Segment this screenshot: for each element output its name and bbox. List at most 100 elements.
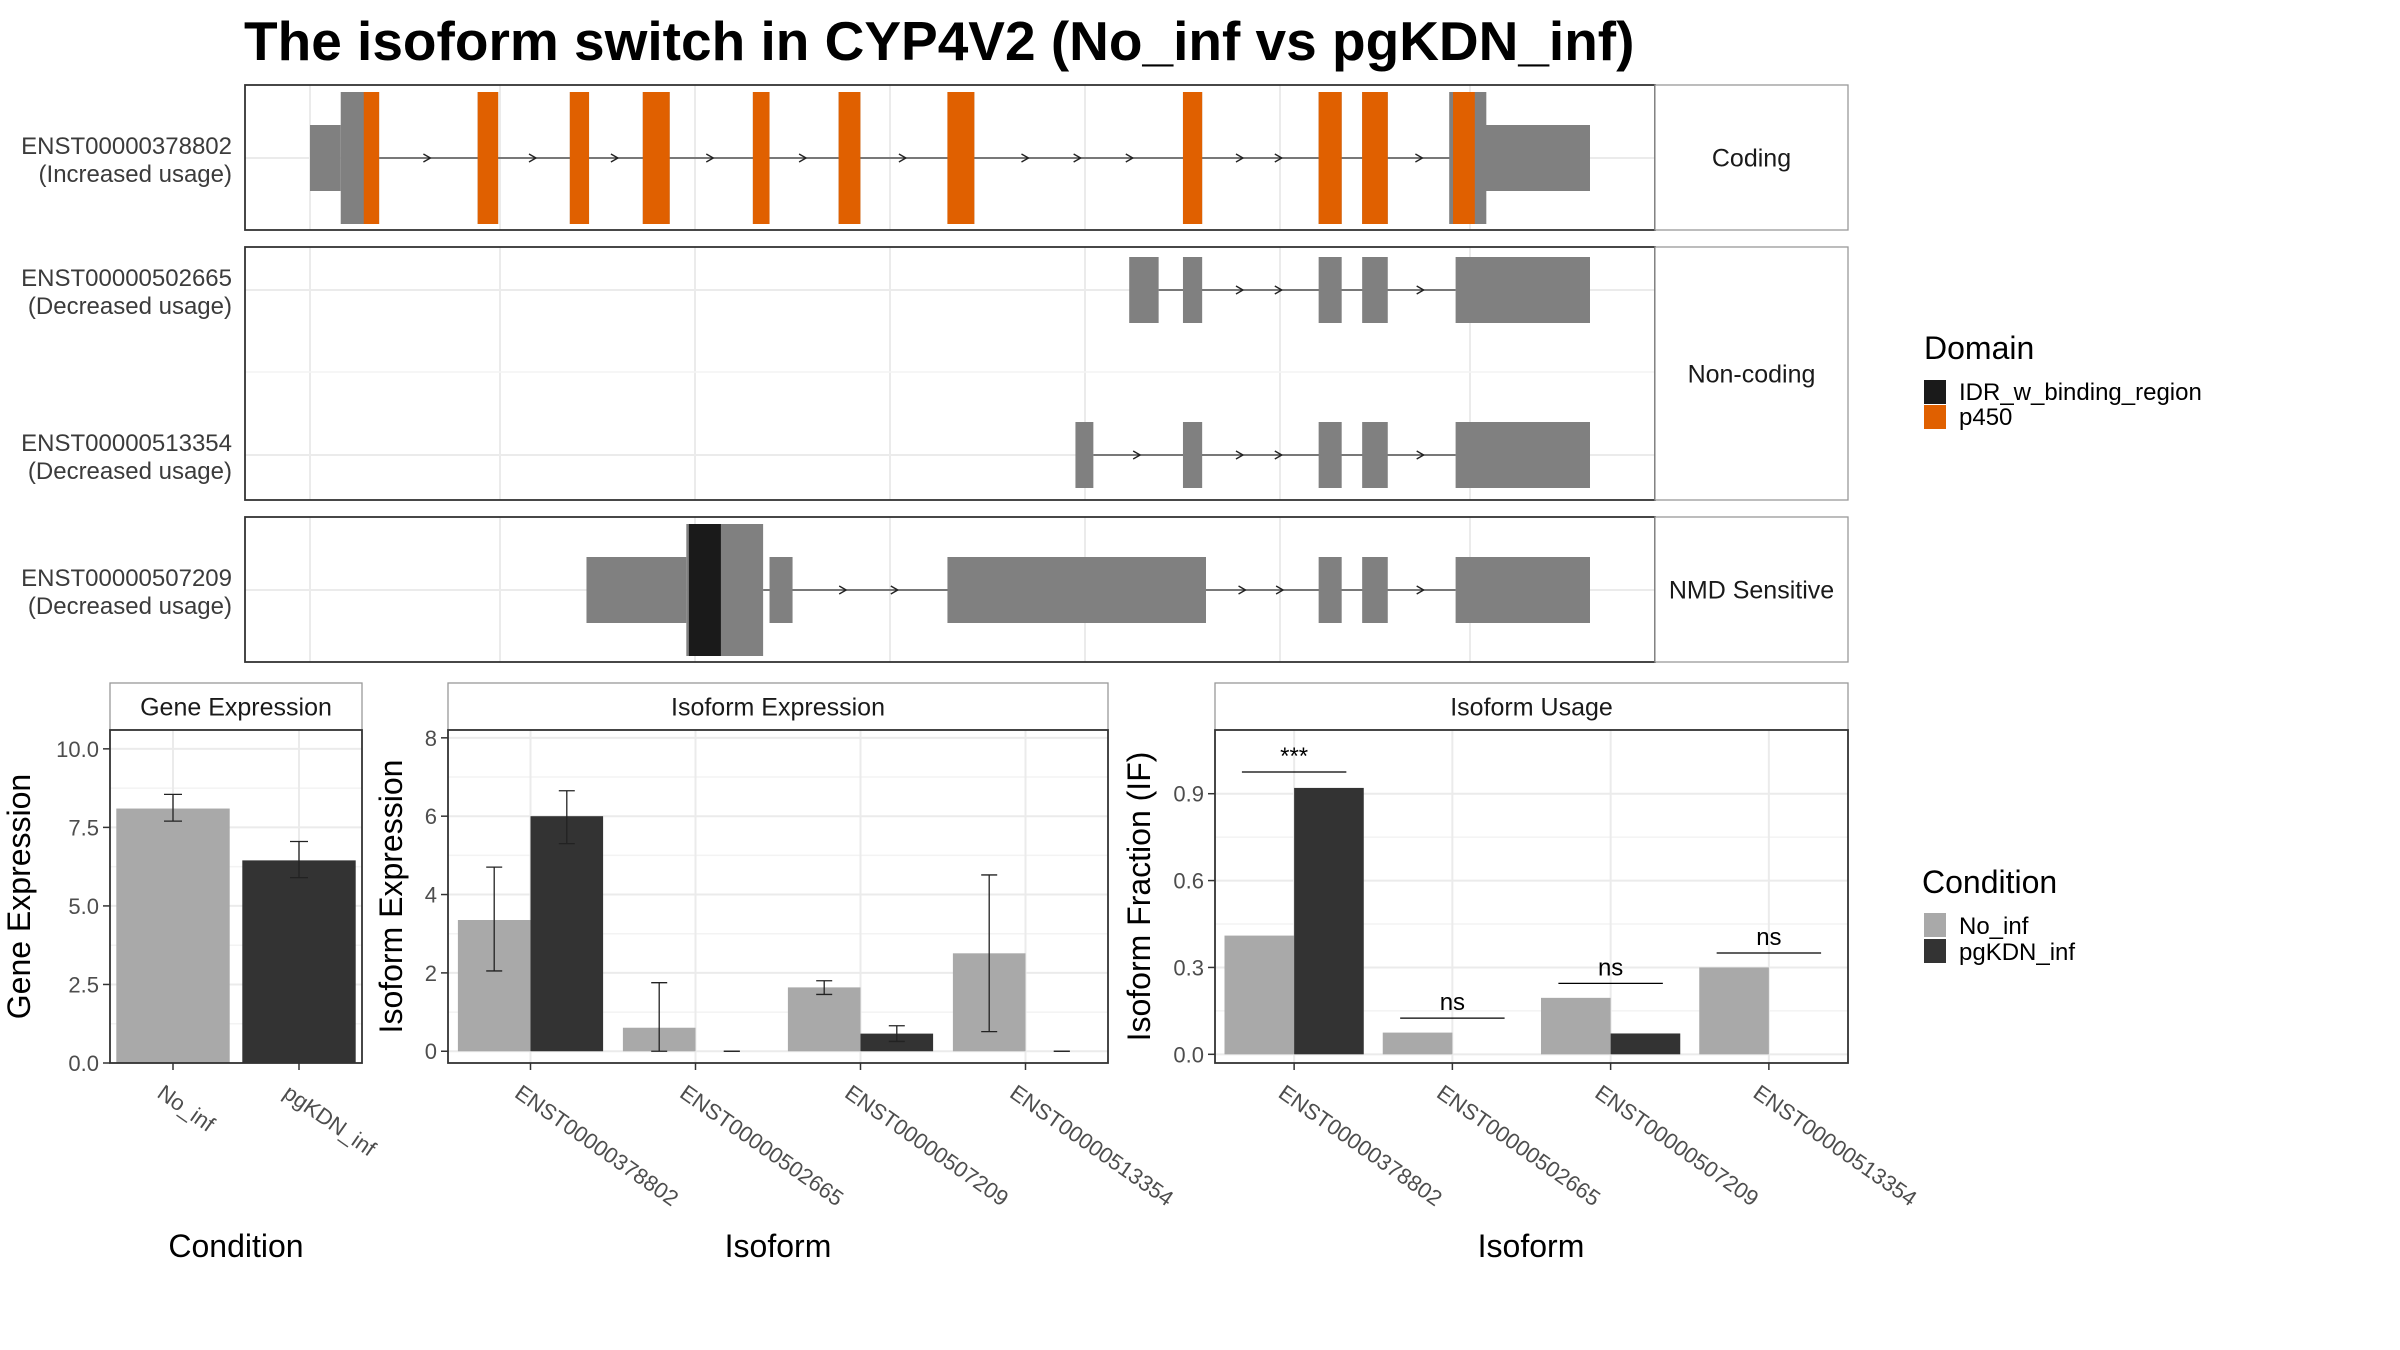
structure-strip-label: Non-coding	[1688, 361, 1816, 389]
exon-block	[586, 557, 687, 623]
intron-arrow	[1125, 153, 1135, 163]
p450-domain	[642, 92, 670, 224]
y-axis-title: Isoform Expression	[373, 760, 409, 1034]
significance-label: ns	[1756, 924, 1781, 951]
transcript-usage-label: (Increased usage)	[39, 161, 232, 188]
x-tick-label: ENST00000502665	[675, 1080, 848, 1211]
y-tick-label: 0.6	[1173, 869, 1204, 894]
x-tick-label: ENST00000507209	[840, 1080, 1013, 1211]
chart-strip	[1214, 682, 1849, 731]
transcript-id-label: ENST00000507209	[21, 565, 232, 592]
p450-domain	[838, 92, 861, 224]
x-tick-label: ENST00000513354	[1005, 1080, 1178, 1211]
transcript-structure-plot: Coding ENST00000378802(Increased usage) No…	[21, 84, 1849, 663]
intron-arrow	[1132, 450, 1142, 460]
y-tick-label: 0	[425, 1039, 437, 1064]
chart-strip	[109, 682, 363, 731]
isoform-expression-chart: Isoform Expression02468ENST00000378802EN…	[373, 682, 1178, 1264]
intron-arrow	[1235, 153, 1245, 163]
condition-legend-title: Condition	[1922, 864, 2057, 900]
transcript-id-label: ENST00000513354	[21, 430, 232, 457]
transcript-id-label: ENST00000378802	[21, 133, 232, 160]
legend-label-p450: p450	[1959, 404, 2012, 431]
x-axis-title: Isoform	[725, 1228, 832, 1264]
chart-strip-title: Isoform Usage	[1450, 694, 1613, 722]
chart-panel-border	[447, 729, 1109, 1064]
intron-arrow	[1415, 153, 1424, 163]
p450-domain	[569, 92, 590, 224]
domain-legend: Domain IDR_w_binding_region p450	[1924, 330, 2202, 431]
structure-strip	[1654, 84, 1849, 231]
exon-block	[1362, 257, 1388, 323]
structure-strip-label: NMD Sensitive	[1669, 577, 1834, 605]
intron-arrow	[1416, 585, 1426, 595]
domain-legend-title: Domain	[1924, 330, 2034, 366]
x-tick-label: ENST00000378802	[510, 1080, 683, 1211]
bar-no_inf	[787, 987, 861, 1052]
structure-panel-non-coding: Non-coding	[244, 246, 1849, 501]
p450-domain	[363, 92, 380, 224]
gene-expression-chart: Gene Expression 0.0 2.5 5.0 7.5 10.0 No_inf pgK…	[1, 682, 381, 1264]
intron-arrow	[1238, 585, 1247, 595]
intron-arrow	[1021, 153, 1030, 163]
chart-strip-title: Isoform Expression	[671, 694, 885, 722]
exon-block	[1129, 257, 1159, 323]
x-tick-label: ENST00000507209	[1591, 1080, 1764, 1211]
exon-block	[1362, 557, 1388, 623]
exon-block	[1318, 257, 1342, 323]
exon-block	[1318, 422, 1342, 488]
exon-block	[1182, 257, 1203, 323]
intron-arrow	[1274, 153, 1284, 163]
p450-domain	[1362, 92, 1388, 224]
legend-label-no-inf: No_inf	[1959, 913, 2029, 940]
exon-block	[1362, 422, 1388, 488]
structure-strip-label: Coding	[1712, 145, 1791, 173]
exon-block	[1455, 422, 1590, 488]
intron-arrow	[1274, 285, 1284, 295]
y-tick-label: 4	[425, 883, 437, 908]
intron-arrow	[1274, 450, 1284, 460]
bar-no_inf	[1224, 935, 1295, 1055]
transcript-ENST00000378802	[310, 92, 1590, 224]
transcript-ENST00000507209	[586, 524, 1590, 656]
p450-domain	[477, 92, 499, 224]
legend-key-idr	[1924, 380, 1946, 404]
y-tick-label: 0.0	[68, 1051, 99, 1076]
intron-arrow	[1235, 450, 1245, 460]
y-tick-label: 0.9	[1173, 782, 1204, 807]
x-tick-label: No_inf	[153, 1080, 220, 1137]
exon-block	[947, 557, 1206, 623]
bar-no_inf	[1699, 967, 1769, 1055]
exon-block	[340, 92, 366, 224]
y-tick-label: 2.5	[68, 972, 99, 997]
legend-key-no-inf	[1924, 913, 1946, 937]
idr-domain	[688, 524, 721, 656]
exon-block	[1318, 557, 1342, 623]
transcript-usage-label: (Decreased usage)	[28, 593, 232, 620]
intron-arrow	[890, 585, 900, 595]
x-axis-title: Condition	[168, 1228, 303, 1264]
bar-pgkdn_inf	[860, 1033, 934, 1052]
figure-title: The isoform switch in CYP4V2 (No_inf vs …	[244, 10, 1634, 72]
chart-strip	[447, 682, 1109, 731]
p450-domain	[1318, 92, 1342, 224]
bar-pgkdn_inf	[530, 816, 604, 1052]
y-tick-label: 0.0	[1173, 1042, 1204, 1067]
y-tick-label: 10.0	[56, 737, 99, 762]
structure-strip	[1654, 516, 1849, 663]
bar-pgkdn_inf	[242, 860, 356, 1063]
exon-block	[1455, 557, 1590, 623]
x-axis-title: Isoform	[1478, 1228, 1585, 1264]
significance-label: ***	[1280, 743, 1308, 770]
x-tick-label: ENST00000502665	[1432, 1080, 1605, 1211]
intron-arrow	[798, 153, 808, 163]
chart-strip-title: Gene Expression	[140, 694, 332, 722]
intron-arrow	[1416, 285, 1426, 295]
intron-arrow	[898, 153, 908, 163]
intron-arrow	[1275, 585, 1285, 595]
legend-key-pgkdn-inf	[1924, 939, 1946, 963]
x-tick-label: ENST00000378802	[1274, 1080, 1447, 1211]
transcript-usage-label: (Decreased usage)	[28, 458, 232, 485]
transcript-ENST00000502665	[1129, 257, 1590, 323]
transcript-ENST00000513354	[1075, 422, 1590, 488]
